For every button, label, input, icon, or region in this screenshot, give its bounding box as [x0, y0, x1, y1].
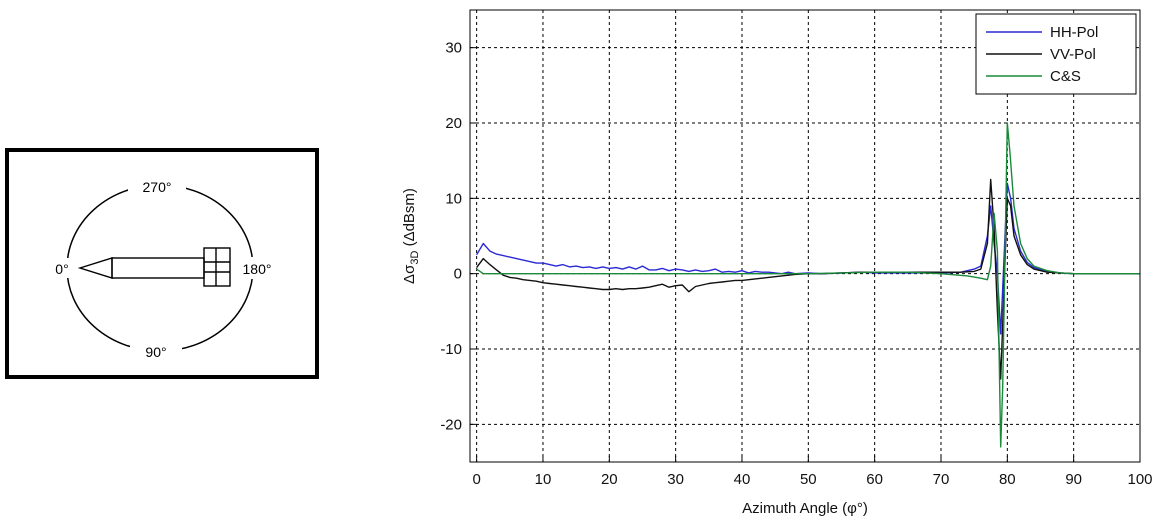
x-tick-label: 70 — [933, 471, 950, 488]
x-axis-label: Azimuth Angle (φ°) — [742, 500, 868, 517]
legend-label: VV-Pol — [1050, 46, 1096, 63]
y-tick-label: -20 — [440, 416, 462, 433]
diagram-circle — [66, 184, 254, 352]
label-180: 180° — [243, 261, 272, 277]
orientation-diagram: 270° 90° 0° 180° — [5, 148, 319, 379]
y-tick-label: 30 — [445, 40, 462, 57]
x-tick-label: 40 — [734, 471, 751, 488]
series-line-3 — [476, 122, 1140, 448]
x-tick-label: 0 — [472, 471, 480, 488]
missile-icon — [77, 247, 231, 287]
legend-label: C&S — [1050, 68, 1081, 85]
x-tick-label: 100 — [1127, 471, 1152, 488]
series-line-1 — [475, 182, 1140, 335]
y-tick-label: 0 — [454, 266, 462, 283]
x-tick-label: 10 — [535, 471, 552, 488]
label-270: 270° — [143, 179, 172, 195]
y-axis-label: Δσ3D (ΔdBsm) — [401, 188, 421, 284]
x-tick-label: 30 — [667, 471, 684, 488]
x-tick-label: 20 — [601, 471, 618, 488]
legend-label: HH-Pol — [1050, 24, 1098, 41]
diagram-frame — [5, 148, 319, 379]
y-tick-label: 20 — [445, 115, 462, 132]
y-tick-label: -10 — [440, 341, 462, 358]
plot-frame — [469, 9, 1141, 463]
label-90: 90° — [145, 344, 166, 360]
legend: HH-Pol VV-Pol C&S — [975, 13, 1137, 95]
x-tick-label: 60 — [866, 471, 883, 488]
x-tick-label: 90 — [1065, 471, 1082, 488]
x-tick-label: 50 — [800, 471, 817, 488]
x-tick-label: 80 — [999, 471, 1016, 488]
y-tick-label: 10 — [445, 190, 462, 207]
label-0: 0° — [55, 261, 68, 277]
rcs-chart: 0 10 20 30 40 50 60 70 80 90 100 -20 -10 0 10 20 30 Azim… — [401, 9, 1153, 517]
